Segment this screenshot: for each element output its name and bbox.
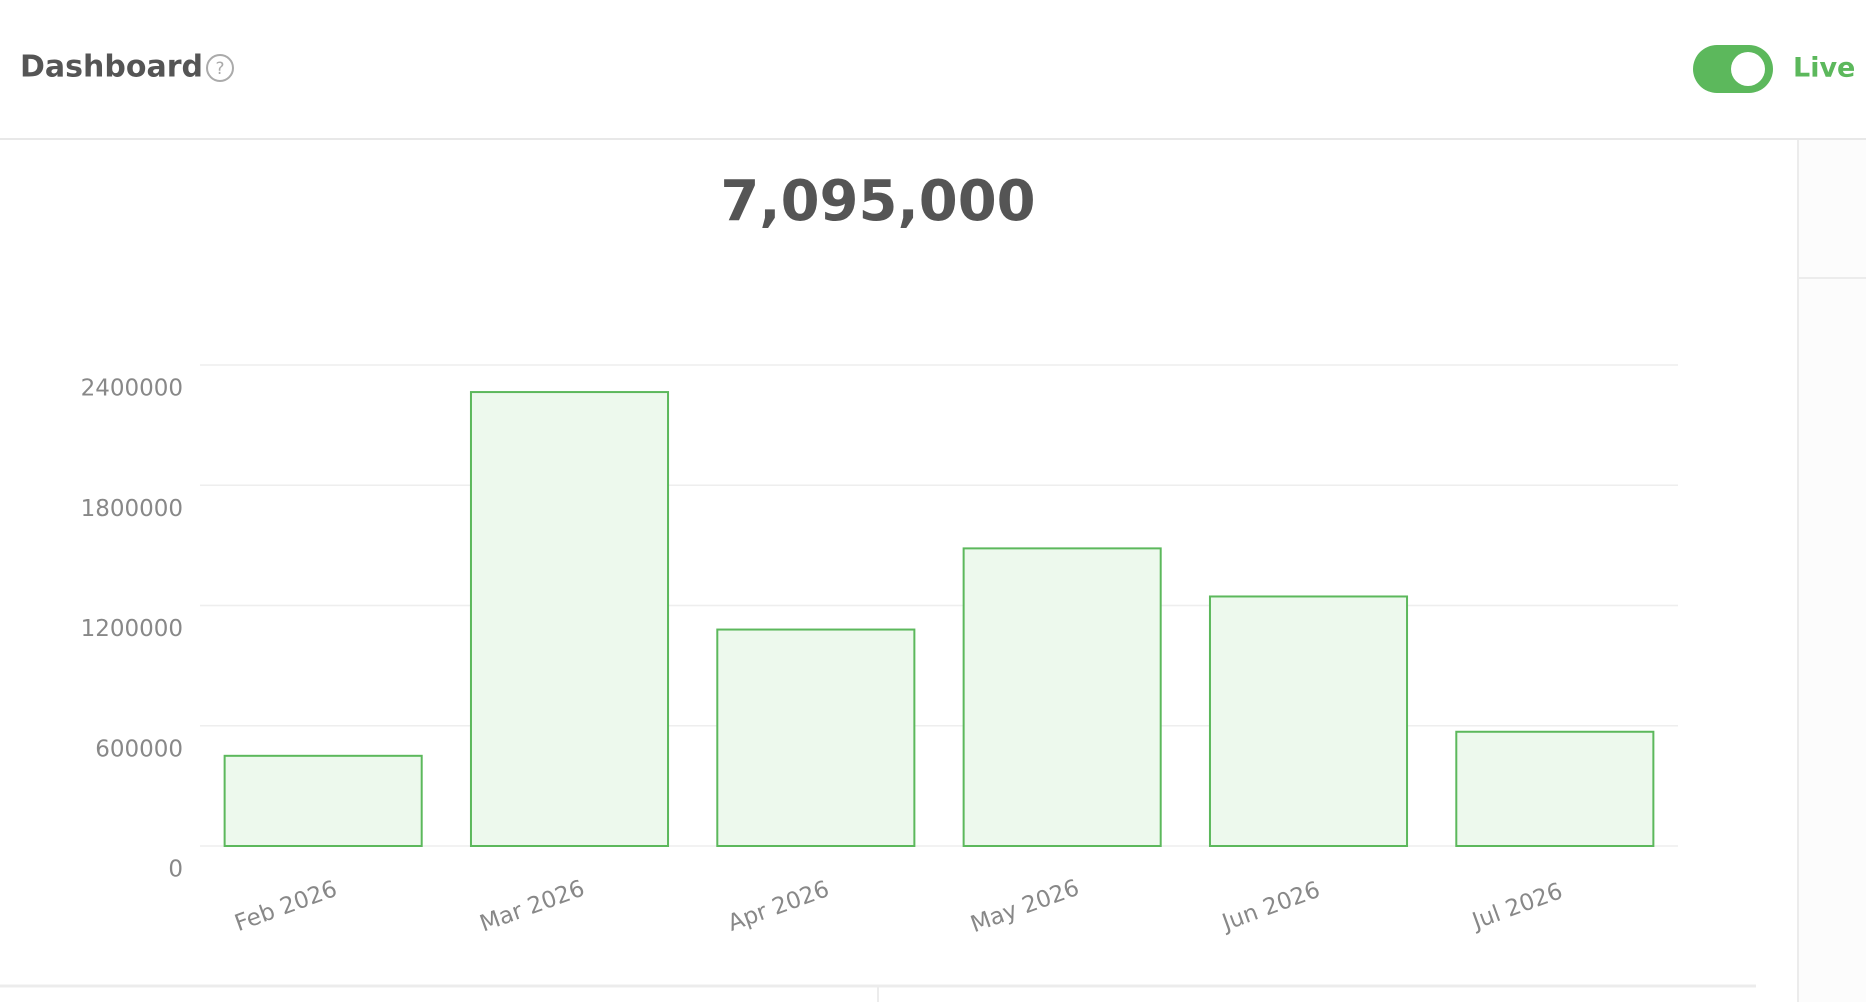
x-tick-label: May 2026	[967, 875, 1082, 938]
bar	[716, 628, 916, 847]
help-circle[interactable]	[206, 54, 234, 82]
y-tick-label: 2400000	[81, 376, 183, 402]
y-tick-label: 0	[168, 857, 183, 883]
bar	[962, 547, 1162, 847]
x-tick-label: Jun 2026	[1217, 877, 1323, 937]
bar	[223, 754, 423, 847]
total-value: 7,095,000	[720, 169, 1035, 234]
page-title: Dashboard	[20, 50, 203, 85]
y-tick-label: 1800000	[81, 496, 183, 522]
toggle-label[interactable]: Live	[1793, 53, 1855, 84]
x-tick-label: Apr 2026	[725, 876, 833, 937]
help-icon[interactable]: ?	[206, 54, 234, 82]
bar	[1455, 730, 1655, 848]
x-tick-label: Mar 2026	[477, 876, 589, 938]
help-mark[interactable]: ?	[215, 59, 224, 79]
x-tick-label: Jul 2026	[1467, 878, 1566, 935]
bar	[469, 391, 670, 847]
header	[0, 0, 1866, 139]
y-tick-label: 600000	[95, 736, 183, 762]
bar	[1208, 595, 1409, 848]
y-tick-label: 1200000	[81, 616, 183, 642]
side-panel	[1798, 140, 1866, 1002]
toggle-knob[interactable]	[1731, 52, 1765, 86]
x-tick-label: Feb 2026	[231, 876, 340, 937]
live-toggle[interactable]	[1693, 45, 1773, 93]
